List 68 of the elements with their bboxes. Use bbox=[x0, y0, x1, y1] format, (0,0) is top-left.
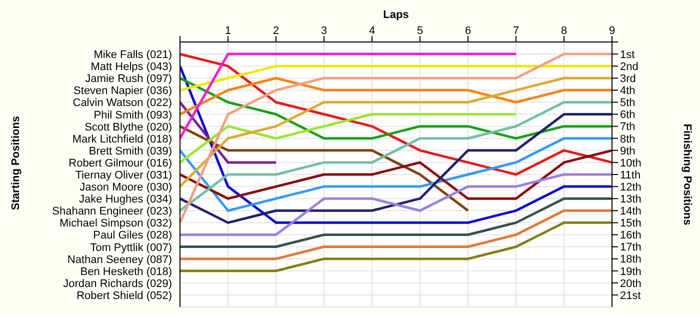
line-series bbox=[180, 197, 612, 248]
y-tick-label: 16th bbox=[620, 230, 642, 242]
line-series bbox=[180, 149, 612, 200]
line-series bbox=[180, 137, 612, 212]
series-label: Mark Litchfield (018) bbox=[72, 133, 172, 146]
y-tick-label: 7th bbox=[620, 121, 636, 134]
y-tick-label: 15th bbox=[620, 218, 642, 230]
series-label: Matt Helps (043) bbox=[90, 61, 172, 74]
series-label: Steven Napier (036) bbox=[74, 85, 172, 98]
y-tick-label: 2nd bbox=[620, 60, 638, 73]
x-tick-label: 4 bbox=[368, 25, 376, 37]
line-series bbox=[180, 52, 612, 176]
series-label: Nathan Seeney (087) bbox=[67, 254, 172, 266]
series-label: Shahann Engineer (023) bbox=[52, 206, 172, 218]
series-label: Robert Gilmour (016) bbox=[68, 157, 172, 170]
y-tick-label: 21st bbox=[620, 290, 641, 302]
line-series bbox=[180, 76, 612, 140]
text: Starting Positions bbox=[10, 115, 22, 210]
series-label: Paul Giles (028) bbox=[93, 230, 172, 242]
x-tick-label: 2 bbox=[272, 25, 280, 37]
series-label: Mike Falls (021) bbox=[94, 49, 172, 62]
line-series bbox=[180, 113, 612, 224]
text: Jordan Richards (029) bbox=[63, 278, 172, 290]
series-label: Calvin Watson (022) bbox=[72, 97, 172, 110]
y-tick-label: 9th bbox=[620, 145, 636, 158]
x-tick-label: 8 bbox=[560, 25, 568, 37]
x-tick-label: 5 bbox=[416, 25, 424, 37]
y-tick-label: 5th bbox=[620, 97, 636, 110]
x-tick-label: 1 bbox=[224, 25, 232, 37]
y-tick-label: 8th bbox=[620, 133, 636, 146]
series-label: Ben Hesketh (018) bbox=[80, 266, 172, 278]
y-tick-label: 1st bbox=[620, 48, 635, 61]
line-series bbox=[180, 209, 612, 260]
y-tick-label: 3rd bbox=[620, 73, 636, 86]
x-tick-label: 9 bbox=[608, 25, 616, 37]
line-series bbox=[180, 76, 612, 116]
y-tick-label: 17th bbox=[620, 242, 642, 254]
series-label: Michael Simpson (032) bbox=[60, 218, 172, 230]
series-label: Jamie Rush (097) bbox=[85, 73, 172, 86]
line-series bbox=[180, 100, 612, 212]
series-label: Tiernay Oliver (031) bbox=[75, 170, 172, 182]
y-tick-label: 19th bbox=[620, 266, 642, 278]
line-series bbox=[180, 173, 612, 236]
x-tick-label: 7 bbox=[512, 25, 520, 37]
y-tick-label: 13th bbox=[620, 193, 642, 206]
series-label: Jake Hughes (034) bbox=[79, 194, 172, 206]
y-tick-label: 6th bbox=[620, 109, 636, 122]
y-tick-label: 20th bbox=[620, 278, 642, 290]
y-tick-label: 4th bbox=[620, 85, 636, 98]
series-label: Brett Smith (039) bbox=[88, 145, 172, 158]
line-series bbox=[180, 221, 612, 272]
series-label: Jason Moore (030) bbox=[80, 182, 172, 194]
line-series bbox=[180, 113, 518, 164]
y-axis-title: Finishing Positions bbox=[681, 124, 694, 226]
series-label: Tom Pyttlik (007) bbox=[90, 242, 172, 254]
x-axis-title: Laps bbox=[383, 8, 409, 21]
text: Robert Shield (052) bbox=[76, 290, 172, 302]
series-label: Scott Blythe (020) bbox=[84, 121, 172, 134]
y-tick-label: 10th bbox=[620, 157, 642, 170]
line-series bbox=[180, 76, 612, 188]
series-label: Phil Smith (093) bbox=[94, 109, 172, 122]
y-tick-label: 14th bbox=[620, 206, 642, 218]
y-tick-label: 12th bbox=[620, 181, 642, 194]
x-tick-label: 6 bbox=[464, 25, 472, 37]
x-tick-label: 3 bbox=[320, 25, 328, 37]
line-series bbox=[180, 125, 470, 212]
y-tick-label: 18th bbox=[620, 254, 642, 266]
y-tick-label: 11th bbox=[620, 169, 641, 182]
